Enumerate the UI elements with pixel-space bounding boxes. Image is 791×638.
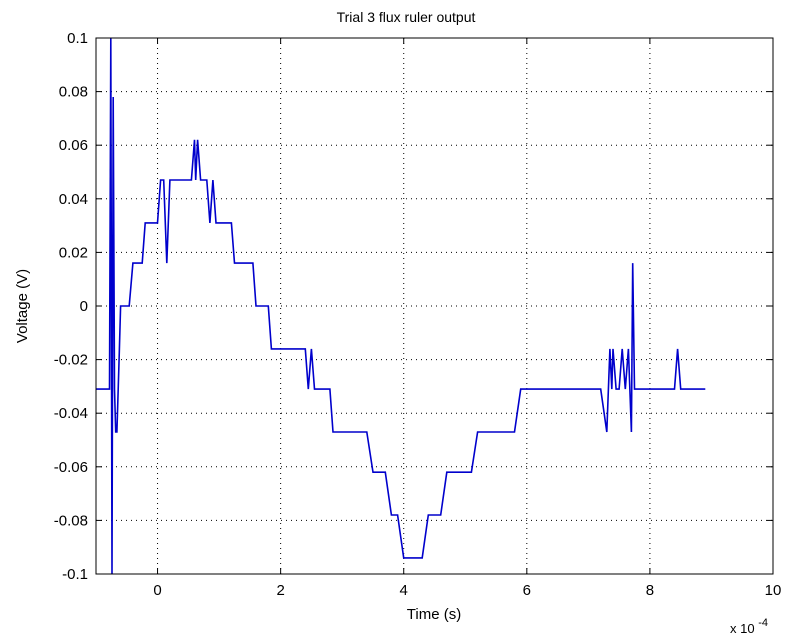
y-tick-label: 0.06 [59,137,88,154]
axis-ticks: 0 2 4 6 8 10 -0.1 -0.08 -0.06 -0.04 -0.02 0 0.02 0.04… [54,30,782,599]
y-tick-label: 0.08 [59,84,88,101]
x-axis-scale-exponent: -4 [758,617,768,629]
y-tick-label: 0 [80,298,88,315]
y-tick-label: -0.08 [54,512,88,529]
y-tick-label: -0.1 [62,566,88,583]
x-axis-scale-label: x 10 -4 [730,617,768,636]
y-tick-label: 0.1 [67,30,88,47]
x-tick-label: 10 [765,582,782,599]
x-tick-label: 2 [276,582,284,599]
chart-title: Trial 3 flux ruler output [337,9,476,25]
x-tick-label: 0 [153,582,161,599]
y-tick-label: 0.04 [59,191,88,208]
y-tick-label: 0.02 [59,244,88,261]
y-axis-label: Voltage (V) [14,269,31,343]
x-axis-label: Time (s) [407,606,461,623]
x-tick-label: 8 [646,582,654,599]
y-tick-label: -0.06 [54,459,88,476]
x-tick-label: 6 [523,582,531,599]
plot-area [96,38,773,574]
x-tick-label: 4 [400,582,408,599]
data-series [96,37,706,575]
series-line-1 [96,37,706,575]
x-axis-scale-base: x 10 [730,621,755,636]
y-tick-label: -0.04 [54,405,88,422]
y-tick-label: -0.02 [54,352,88,369]
